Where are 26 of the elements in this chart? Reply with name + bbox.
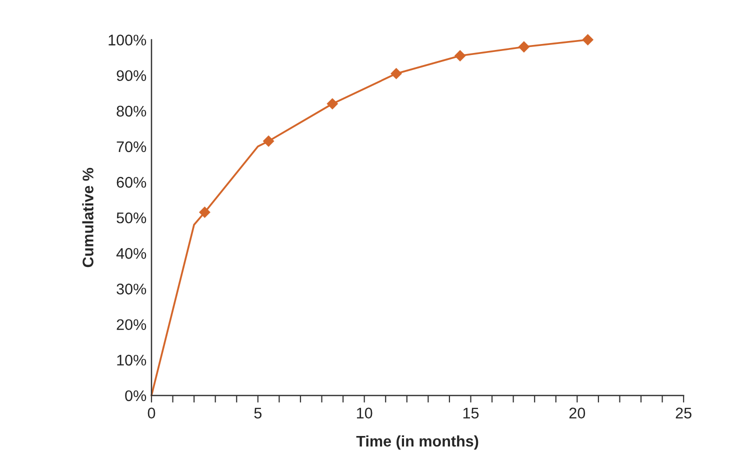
- x-tick-label: 25: [676, 408, 692, 418]
- y-tick-label: 70%: [116, 141, 146, 152]
- y-tick-label: 40%: [116, 248, 146, 259]
- x-tick-label: 5: [254, 408, 262, 418]
- point: [198, 206, 210, 218]
- x-tick-label: 0: [148, 408, 156, 418]
- point: [326, 98, 338, 110]
- point: [582, 34, 594, 46]
- x-axis-title: Time (in months): [356, 435, 478, 450]
- x-tick-label: 10: [356, 408, 372, 418]
- y-tick-label: 100%: [108, 34, 146, 46]
- point: [454, 50, 466, 62]
- point: [518, 41, 530, 53]
- x-tick-label: 20: [569, 408, 586, 418]
- y-tick-label: 10%: [117, 354, 146, 366]
- y-tick-label: 50%: [116, 212, 146, 224]
- y-tick-label: 30%: [116, 284, 146, 294]
- point: [262, 135, 274, 147]
- y-tick-label: 20%: [116, 319, 146, 330]
- y-tick-label: 90%: [116, 70, 146, 82]
- y-tick-label: 0%: [125, 390, 146, 402]
- y-tick-label: 60%: [116, 176, 146, 188]
- point: [390, 68, 402, 80]
- y-axis-title: Cumulative %: [82, 168, 94, 268]
- y-tick-label: 80%: [116, 106, 146, 117]
- x-tick-label: 15: [463, 408, 479, 418]
